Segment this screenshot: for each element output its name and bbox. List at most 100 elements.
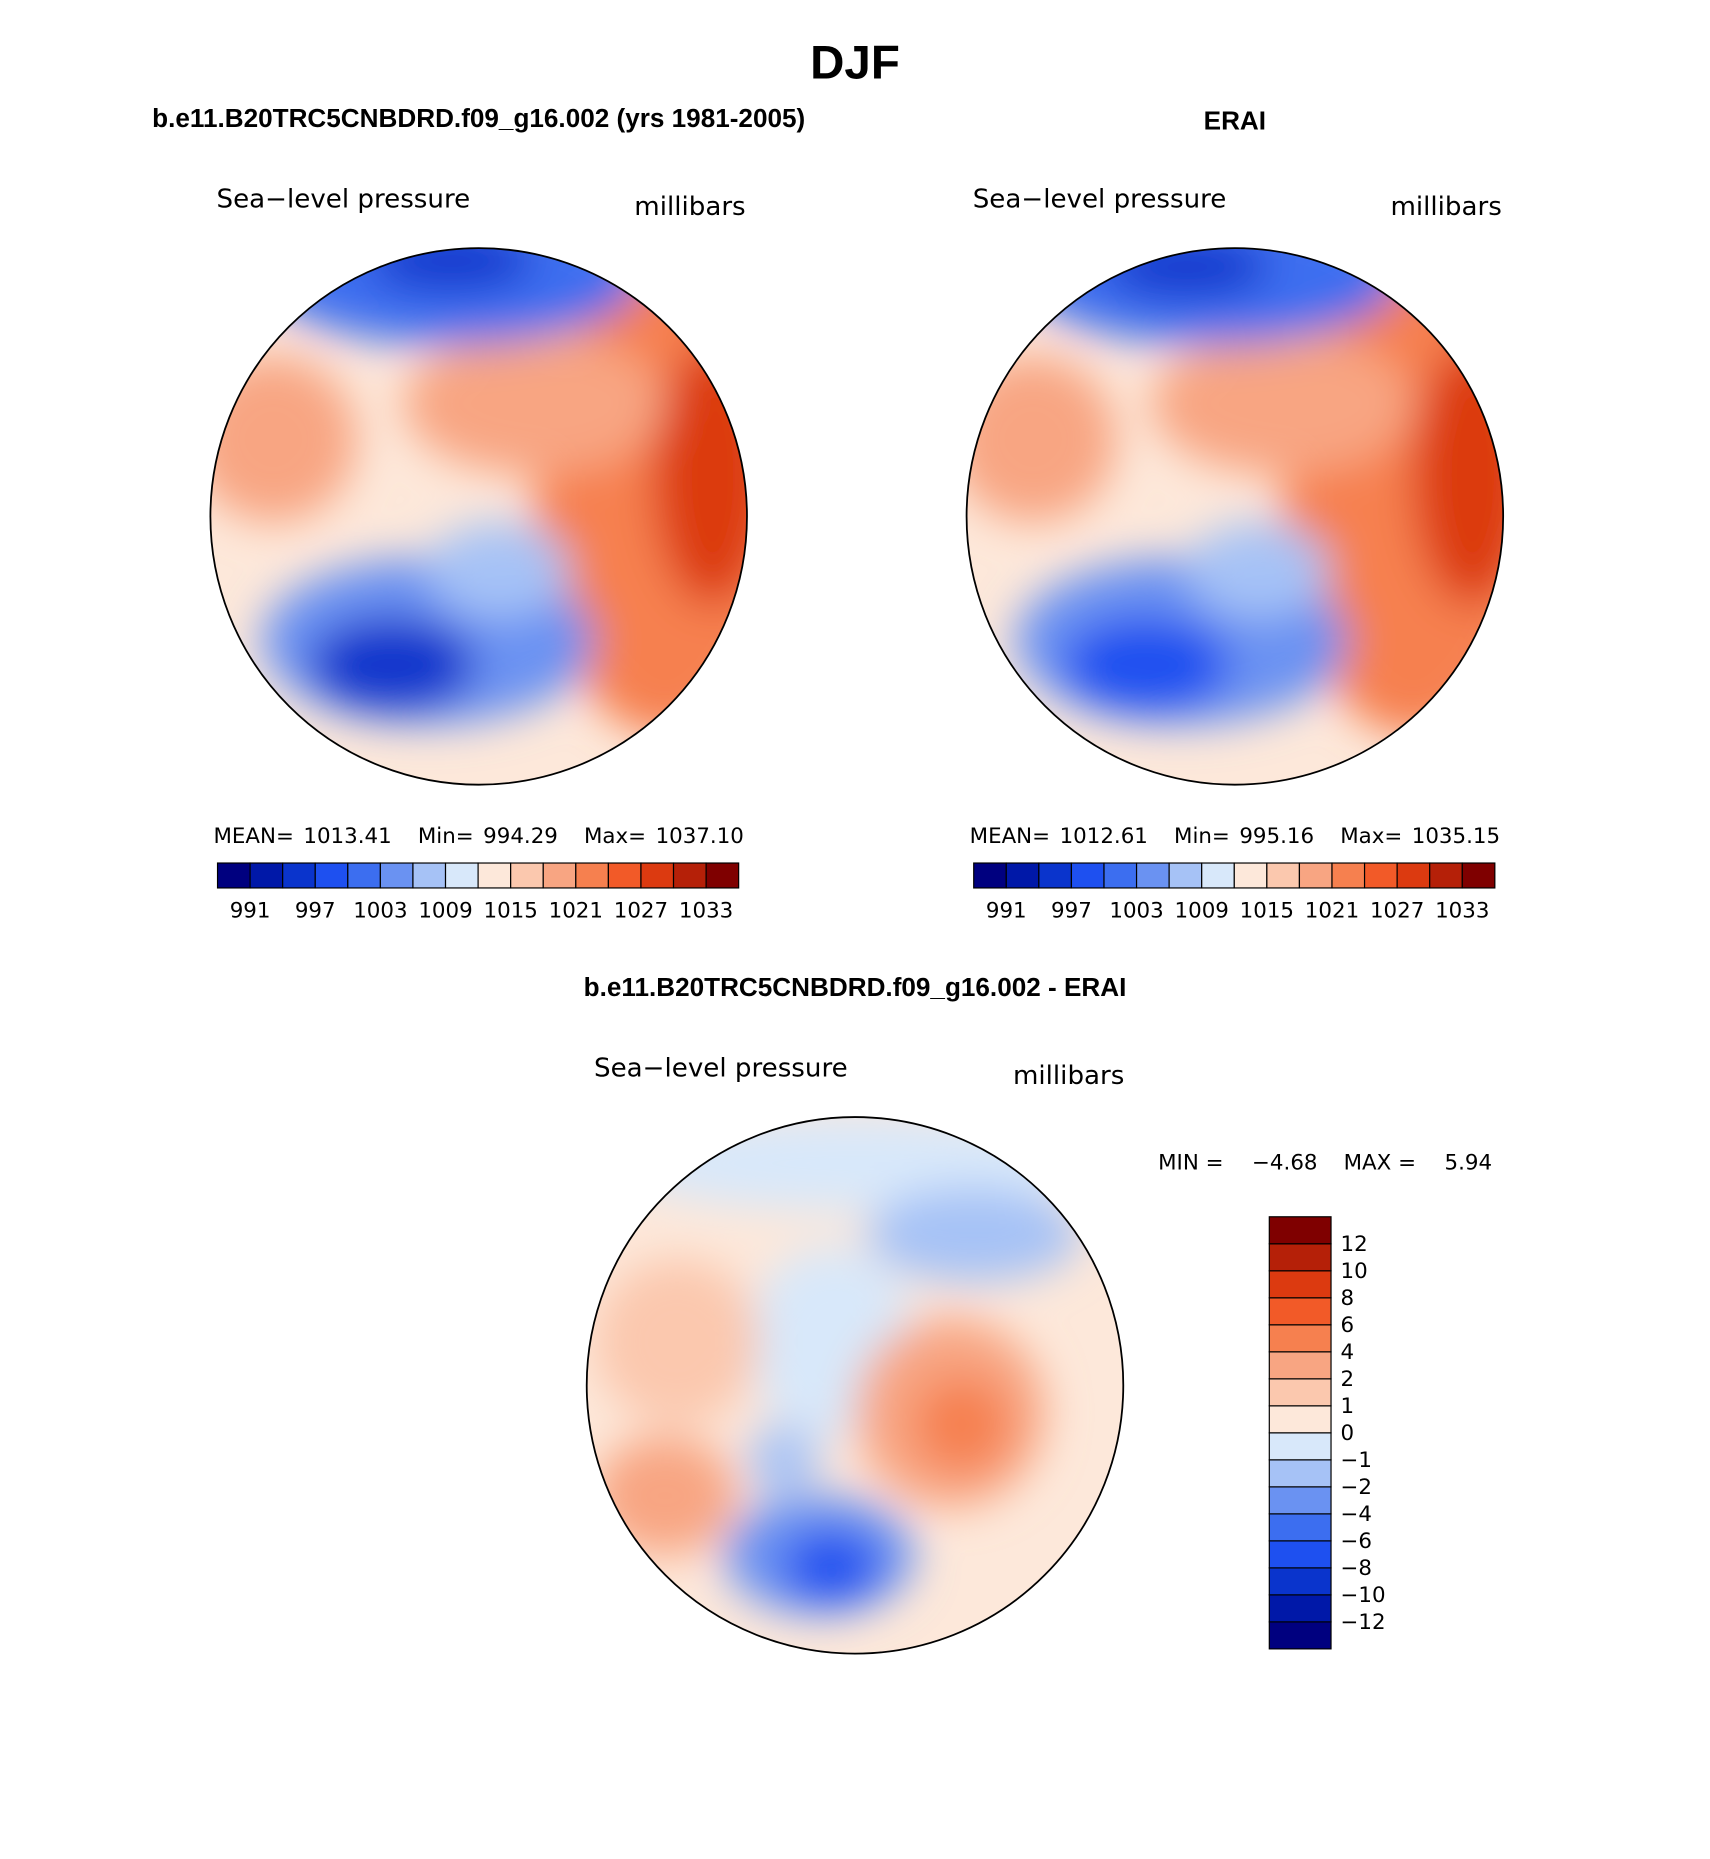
colorbar-box [575, 862, 609, 889]
stat-name: Max= [584, 824, 646, 849]
colorbar-label: 10 [1341, 1259, 1368, 1284]
colorbar-label: −2 [1341, 1475, 1373, 1500]
colorbar-box [1268, 1351, 1332, 1380]
colorbar-label: 1003 [1109, 899, 1163, 924]
colorbar-box [1268, 1567, 1332, 1596]
colorbar-box [1268, 1378, 1332, 1407]
colorbar-label: 4 [1341, 1340, 1355, 1365]
stat-name: Min= [1174, 824, 1230, 849]
stat-value: 5.94 [1444, 1150, 1492, 1175]
colorbar-box [640, 862, 675, 889]
colorbar-label: 1003 [353, 899, 407, 924]
colorbar-box [1363, 862, 1398, 889]
colorbar-box [1038, 862, 1073, 889]
colorbar-box [1268, 1243, 1332, 1272]
colorbar-label: 0 [1341, 1421, 1355, 1446]
colorbar-label: 1021 [549, 899, 603, 924]
colorbar-label: 991 [230, 899, 271, 924]
map-outline [209, 247, 748, 786]
colorbar-label: −8 [1341, 1556, 1373, 1581]
colorbar-box [216, 862, 251, 889]
colorbar-box [1268, 1432, 1332, 1461]
stat-name: MEAN= [970, 824, 1050, 849]
colorbar-box [1268, 1459, 1332, 1488]
left-label: Sea−level pressure [594, 1054, 848, 1084]
map [210, 248, 747, 785]
colorbar-box [672, 862, 707, 889]
panel-title: ERAI [1204, 105, 1266, 135]
stat-value: 1037.10 [656, 824, 744, 849]
colorbar-box [607, 862, 642, 889]
stat-name: MEAN= [213, 824, 293, 849]
stat-name: Max= [1340, 824, 1402, 849]
colorbar-box [1268, 1513, 1332, 1542]
colorbar-label: 1015 [1240, 899, 1294, 924]
colorbar-box [510, 862, 544, 889]
colorbar-box [1201, 862, 1235, 889]
colorbar-box [1005, 862, 1040, 889]
stat-value: 1035.15 [1412, 824, 1500, 849]
map-outline [965, 247, 1505, 786]
stat-value: 1013.41 [303, 824, 391, 849]
colorbar-box [973, 862, 1007, 889]
colorbar-box [1070, 862, 1105, 889]
colorbar-label: 1021 [1305, 899, 1359, 924]
colorbar-label: 997 [1051, 899, 1092, 924]
colorbar-box [1168, 862, 1203, 889]
stat-name: MAX = [1344, 1150, 1416, 1175]
colorbar-label: 8 [1341, 1286, 1355, 1311]
stats: MIN = −4.68 MAX = 5.94 [1158, 1150, 1492, 1175]
colorbar-box [1233, 862, 1268, 889]
colorbar-box [1298, 862, 1333, 889]
colorbar-box [249, 862, 284, 889]
figure-title: DJF [810, 36, 900, 89]
stat-name: Min= [418, 824, 474, 849]
colorbar-box [282, 862, 316, 889]
stat-value: −4.68 [1252, 1150, 1317, 1175]
colorbar-label: 6 [1341, 1313, 1355, 1338]
right-label: millibars [1013, 1061, 1124, 1091]
colorbar-box [1103, 862, 1138, 889]
colorbar-label: 1009 [1175, 899, 1229, 924]
colorbar-box [1268, 1216, 1332, 1245]
colorbar-label: 1009 [418, 899, 472, 924]
colorbar-box [347, 862, 381, 889]
colorbar-label: 1033 [1435, 899, 1489, 924]
stats: MEAN= 1013.41 Min= 994.29 Max= 1037.10 [213, 824, 743, 849]
stat-name: MIN = [1158, 1150, 1223, 1175]
colorbar-label: 997 [295, 899, 336, 924]
right-label: millibars [634, 192, 745, 222]
colorbar-box [1461, 862, 1496, 889]
colorbar-label: −1 [1341, 1448, 1373, 1473]
colorbar-box [379, 862, 414, 889]
colorbar-box [1266, 862, 1301, 889]
left-label: Sea−level pressure [217, 185, 471, 215]
stat-value: 994.29 [483, 824, 558, 849]
colorbar-box [1268, 1540, 1332, 1569]
colorbar-label: −10 [1341, 1583, 1386, 1608]
colorbar-label: 1027 [1370, 899, 1424, 924]
colorbar-box [1396, 862, 1431, 889]
colorbar-label: 12 [1341, 1232, 1368, 1257]
stats: MEAN= 1012.61 Min= 995.16 Max= 1035.15 [970, 824, 1500, 849]
colorbar-box [1268, 1486, 1332, 1515]
colorbar-label: 1 [1341, 1394, 1355, 1419]
colorbar-box [1268, 1270, 1332, 1299]
colorbar-label: 1033 [679, 899, 733, 924]
colorbar-box [705, 862, 740, 889]
panel-title: b.e11.B20TRC5CNBDRD.f09_g16.002 (yrs 198… [152, 103, 805, 133]
colorbar-box [1268, 1621, 1332, 1650]
colorbar-box [542, 862, 577, 889]
map-outline [585, 1116, 1125, 1655]
colorbar-label: 1027 [614, 899, 668, 924]
stat-value: 1012.61 [1060, 824, 1148, 849]
colorbar-label: 2 [1341, 1367, 1355, 1392]
left-label: Sea−level pressure [973, 185, 1227, 215]
map [966, 248, 1504, 785]
colorbar-label: −4 [1341, 1502, 1373, 1527]
map [586, 1117, 1124, 1654]
colorbar-box [412, 862, 447, 889]
colorbar-label: 991 [986, 899, 1027, 924]
colorbar-box [1268, 1297, 1332, 1326]
